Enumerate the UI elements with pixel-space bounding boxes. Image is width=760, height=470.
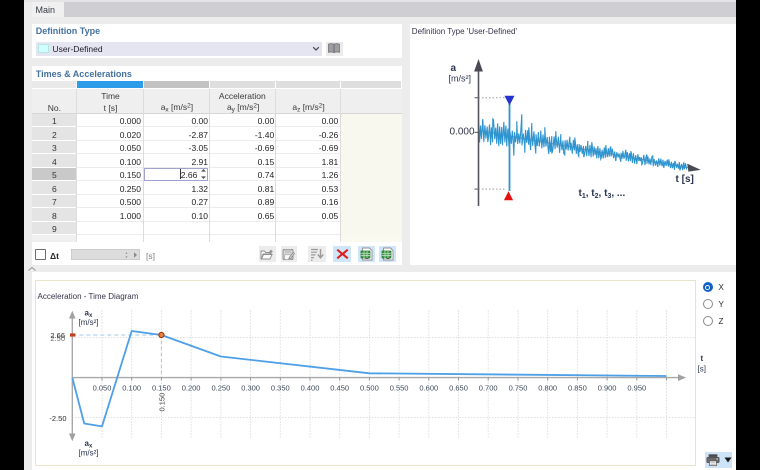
svg-text:[m/s²]: [m/s²] [78,318,98,327]
svg-text:0.600: 0.600 [419,383,438,392]
svg-text:0.450: 0.450 [330,383,349,392]
svg-text:t1, t2, t3, ...: t1, t2, t3, ... [578,188,625,200]
svg-text:0.350: 0.350 [270,383,289,392]
svg-text:0.550: 0.550 [389,383,408,392]
svg-text:0.400: 0.400 [300,383,319,392]
svg-text:a: a [450,63,456,74]
svg-text:0.650: 0.650 [449,383,468,392]
svg-text:ax: ax [84,439,92,450]
svg-text:0.500: 0.500 [360,383,379,392]
svg-text:0.000: 0.000 [449,127,474,138]
svg-text:t: t [700,354,703,363]
svg-text:ax: ax [84,309,92,320]
svg-text:[s]: [s] [697,364,705,373]
svg-text:t [s]: t [s] [675,174,693,185]
svg-text:0.950: 0.950 [627,383,646,392]
svg-text:0.250: 0.250 [211,383,230,392]
svg-text:[m/s²]: [m/s²] [448,74,471,84]
svg-text:0.150: 0.150 [152,383,171,392]
svg-text:2.50: 2.50 [50,334,65,343]
svg-text:0.300: 0.300 [241,383,260,392]
svg-text:0.800: 0.800 [538,383,557,392]
svg-text:2.66: 2.66 [50,331,65,340]
svg-text:[m/s²]: [m/s²] [78,449,98,458]
svg-text:0.900: 0.900 [597,383,616,392]
svg-text:0.200: 0.200 [181,383,200,392]
svg-text:-2.50: -2.50 [49,414,66,423]
svg-text:0.850: 0.850 [568,383,587,392]
svg-text:0.750: 0.750 [508,383,527,392]
svg-text:0.100: 0.100 [122,383,141,392]
svg-text:0.700: 0.700 [478,383,497,392]
svg-text:0.050: 0.050 [92,383,111,392]
svg-text:0.150: 0.150 [157,393,166,412]
